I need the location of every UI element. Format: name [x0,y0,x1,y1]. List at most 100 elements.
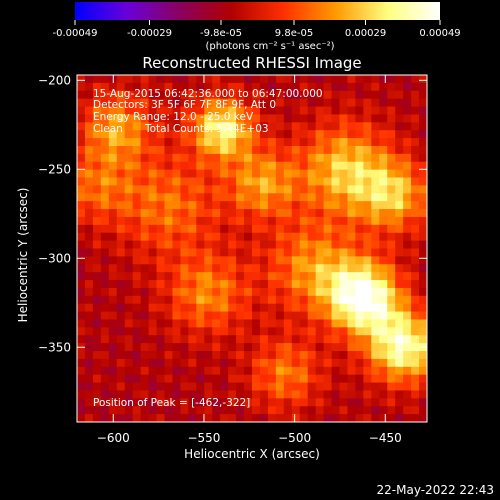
heatmap-cell [196,82,205,92]
heatmap-cell [411,248,420,257]
heatmap-cell [331,122,341,131]
heatmap-cell [299,177,309,187]
heatmap-cell [419,327,427,336]
heatmap-cell [92,272,102,281]
heatmap-cell [267,240,277,250]
heatmap-cell [283,398,293,407]
heatmap-cell [315,232,325,242]
heatmap-cell [108,398,118,407]
heatmap-cell [411,114,420,123]
heatmap-cell [156,224,166,234]
heatmap-cell [339,82,349,92]
heatmap-cell [108,374,118,384]
heatmap-cell [371,169,380,179]
heatmap-cell [307,311,317,321]
heatmap-cell [339,264,349,273]
y-axis-ticks: −200−250−300−350 [38,73,427,354]
heatmap-cell [275,374,285,384]
heatmap-cell [283,98,293,108]
heatmap-cell [275,114,285,123]
heatmap-cell [355,145,364,155]
heatmap-cell [220,319,229,328]
heatmap-cell [347,169,356,179]
heatmap-cell [172,216,181,226]
heatmap-cell [419,122,427,131]
chart-title: Reconstructed RHESSI Image [142,54,361,72]
heatmap-cell [363,240,372,250]
heatmap-cell [395,327,404,336]
heatmap-cell [188,343,197,352]
heatmap-cell [371,75,380,84]
heatmap-cell [164,382,174,392]
heatmap-cell [331,130,341,139]
heatmap-cell [108,366,118,376]
heatmap-cell [108,224,118,234]
heatmap-cell [124,130,134,139]
heatmap-cell [180,398,189,407]
heatmap-cell [371,406,380,415]
heatmap-cell [140,145,150,155]
heatmap-cell [124,264,134,273]
heatmap-cell [148,256,158,265]
heatmap-cell [236,382,245,392]
heatmap-cell [236,303,245,313]
heatmap-cell [395,287,404,297]
heatmap-cell [108,327,118,336]
heatmap-cell [180,382,189,392]
heatmap-cell [299,75,309,84]
heatmap-cell [379,216,388,226]
heatmap-cell [196,161,205,171]
heatmap-cell [411,177,420,187]
heatmap-cell [315,406,325,415]
heatmap-cell [371,216,380,226]
heatmap-cell [140,351,150,360]
heatmap-cell [252,390,261,399]
heatmap-cell [156,295,166,305]
heatmap-cell [371,138,380,147]
heatmap-cell [172,185,181,194]
heatmap-cell [220,287,229,297]
heatmap-cell [387,327,396,336]
heatmap-cell [267,185,277,194]
heatmap-cell [164,169,174,179]
heatmap-cell [267,114,277,123]
heatmap-cell [403,177,412,187]
heatmap-cell [419,311,427,321]
heatmap-cell [323,130,333,139]
heatmap-cell [355,75,364,84]
heatmap-cell [403,406,412,415]
heatmap-cell [379,98,388,108]
heatmap-cell [236,287,245,297]
heatmap-cell [204,193,213,202]
heatmap-cell [77,256,86,265]
heatmap-cell [371,224,380,234]
heatmap-cell [395,177,404,187]
heatmap-cell [403,161,412,171]
heatmap-cell [379,82,388,92]
heatmap-cell [379,209,388,218]
heatmap-cell [315,114,325,123]
heatmap-cell [84,114,94,123]
heatmap-cell [140,130,150,139]
heatmap-cell [275,106,285,116]
heatmap-cell [108,248,118,257]
heatmap-cell [347,145,356,155]
heatmap-cell [323,138,333,147]
heatmap-cell [315,185,325,194]
heatmap-cell [164,343,174,352]
heatmap-cell [204,366,213,376]
heatmap-cell [100,295,110,305]
heatmap-cell [419,295,427,305]
heatmap-cell [419,272,427,281]
heatmap-cell [371,114,380,123]
heatmap-cell [403,319,412,328]
heatmap-cell [132,209,142,218]
heatmap-cell [220,130,229,139]
heatmap-cell [220,193,229,202]
heatmap-cell [283,122,293,131]
heatmap-cell [188,98,197,108]
heatmap-cell [363,319,372,328]
heatmap-cell [403,138,412,147]
heatmap-cell [323,114,333,123]
heatmap-cell [307,224,317,234]
